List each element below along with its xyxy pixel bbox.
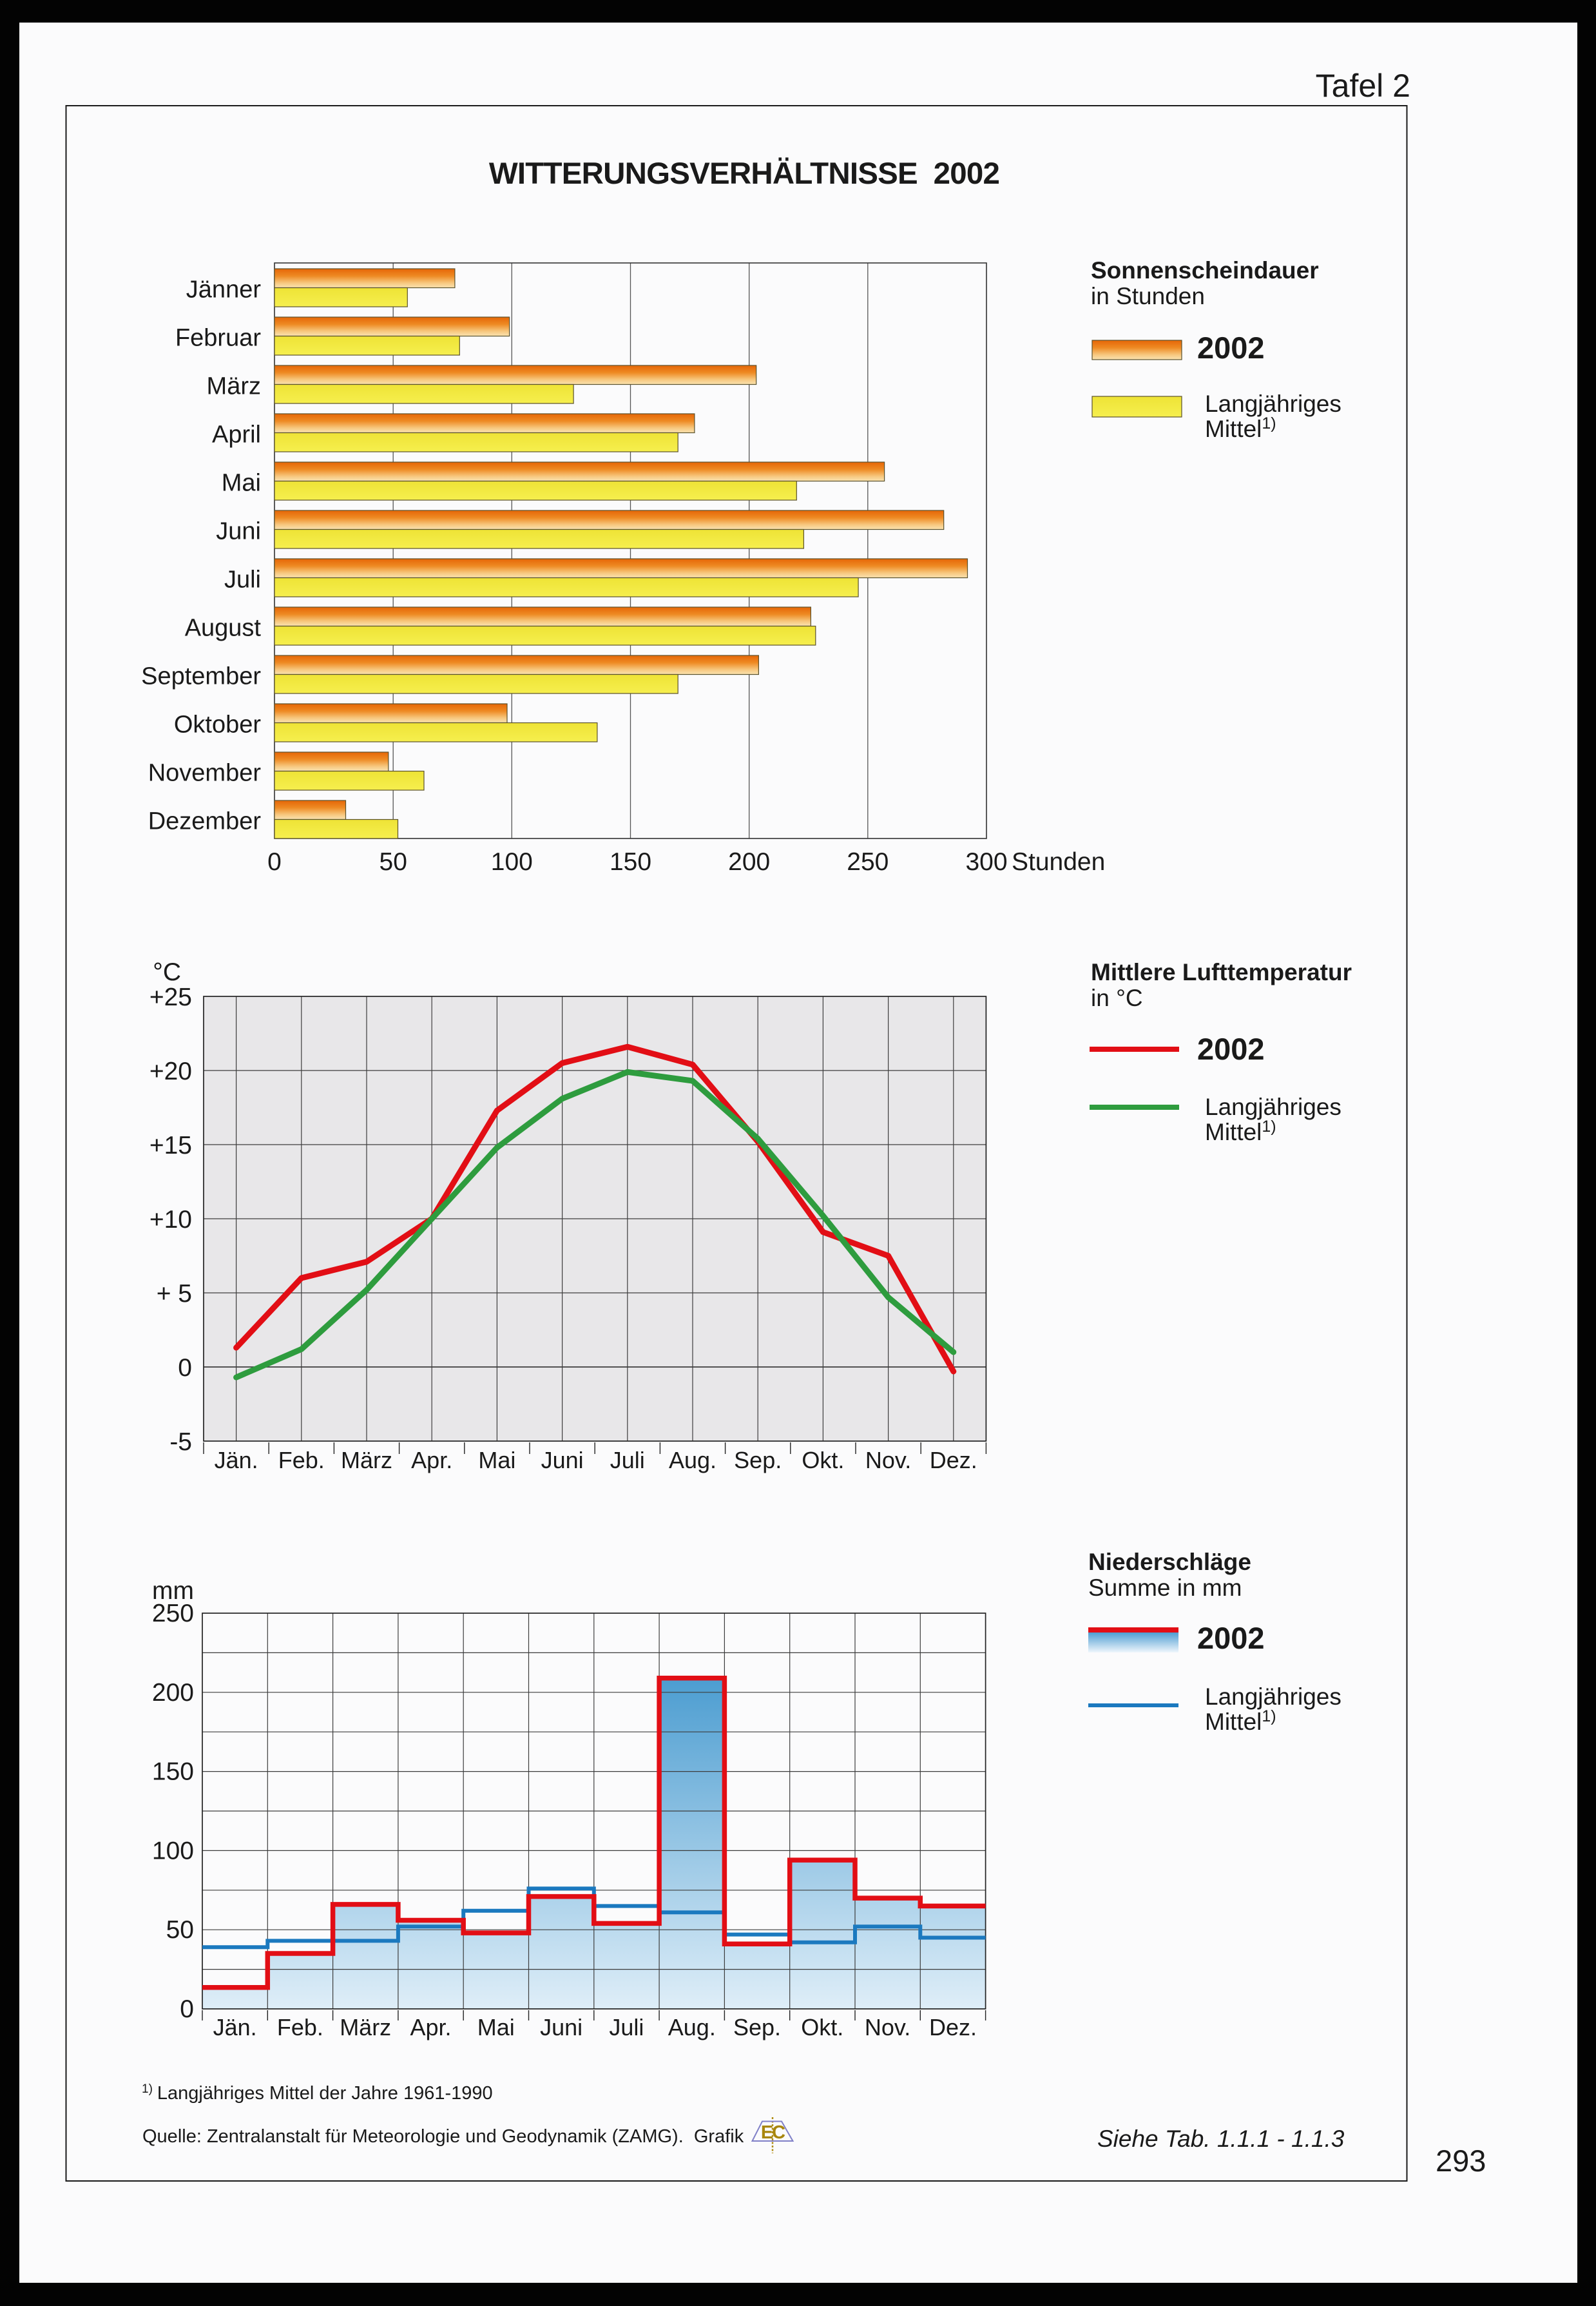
svg-text:100: 100 — [491, 848, 533, 876]
svg-text:200: 200 — [728, 848, 770, 876]
svg-text:0: 0 — [178, 1354, 192, 1382]
svg-text:mm: mm — [152, 1577, 194, 1605]
svg-text:Oktober: Oktober — [174, 712, 262, 739]
svg-text:Jän.: Jän. — [215, 1447, 258, 1473]
svg-text:Juli: Juli — [610, 1447, 645, 1473]
svg-text:250: 250 — [847, 848, 889, 876]
svg-text:2002: 2002 — [1197, 1621, 1265, 1655]
svg-text:Mittlere Lufttemperatur: Mittlere Lufttemperatur — [1091, 959, 1352, 985]
svg-text:Aug.: Aug. — [669, 1447, 716, 1473]
svg-text:Siehe Tab. 1.1.1 - 1.1.3: Siehe Tab. 1.1.1 - 1.1.3 — [1097, 2126, 1345, 2152]
svg-text:März: März — [207, 373, 261, 400]
svg-text:Mai: Mai — [222, 470, 261, 497]
svg-text:EC: EC — [761, 2122, 785, 2143]
svg-text:1)Langjähriges Mittel der Jahr: 1) Langjähriges Mittel der Jahre 1961-199… — [142, 2082, 493, 2104]
svg-text:0: 0 — [180, 1995, 194, 2023]
svg-text:50: 50 — [380, 848, 407, 876]
svg-text:Juli: Juli — [224, 567, 261, 594]
svg-text:März: März — [341, 1447, 392, 1473]
svg-text:Feb.: Feb. — [278, 1447, 325, 1473]
svg-text:+25: +25 — [149, 983, 192, 1011]
svg-text:November: November — [148, 760, 262, 787]
svg-text:Sonnenscheindauer: Sonnenscheindauer — [1091, 257, 1319, 284]
svg-text:50: 50 — [166, 1916, 194, 1944]
svg-text:Dez.: Dez. — [930, 1447, 977, 1473]
svg-text:Okt.: Okt. — [801, 2014, 843, 2040]
svg-text:+20: +20 — [149, 1058, 192, 1085]
svg-text:+10: +10 — [149, 1206, 192, 1234]
svg-text:Jän.: Jän. — [213, 2014, 257, 2040]
svg-text:WITTERUNGSVERHÄLTNISSE 2002: WITTERUNGSVERHÄLTNISSE 2002 — [489, 157, 999, 191]
svg-text:250: 250 — [152, 1600, 194, 1627]
svg-text:+ 5: + 5 — [157, 1280, 192, 1308]
svg-text:Apr.: Apr. — [411, 1447, 452, 1473]
svg-text:100: 100 — [152, 1837, 194, 1865]
svg-text:Feb.: Feb. — [277, 2014, 323, 2040]
svg-text:Juni: Juni — [540, 2014, 582, 2040]
svg-text:in Stunden: in Stunden — [1091, 283, 1205, 309]
svg-text:März: März — [340, 2014, 391, 2040]
svg-text:September: September — [141, 663, 261, 690]
svg-text:Dezember: Dezember — [148, 808, 262, 835]
svg-text:Dez.: Dez. — [929, 2014, 977, 2040]
svg-text:0: 0 — [267, 848, 282, 876]
svg-text:Okt.: Okt. — [802, 1447, 844, 1473]
svg-text:Mai: Mai — [477, 2014, 515, 2040]
svg-text:2002: 2002 — [1197, 1032, 1265, 1066]
svg-text:Stunden: Stunden — [1012, 848, 1105, 876]
svg-text:-5: -5 — [169, 1428, 192, 1456]
svg-text:Niederschläge: Niederschläge — [1088, 1549, 1251, 1575]
svg-text:Februar: Februar — [175, 325, 261, 352]
svg-text:300: 300 — [965, 848, 1007, 876]
svg-text:Sep.: Sep. — [733, 2014, 781, 2040]
svg-text:Langjähriges: Langjähriges — [1205, 391, 1341, 417]
svg-text:Juni: Juni — [216, 518, 261, 545]
svg-text:+15: +15 — [149, 1132, 192, 1159]
svg-text:Nov.: Nov. — [865, 1447, 911, 1473]
svg-text:August: August — [185, 615, 262, 642]
svg-text:Juni: Juni — [541, 1447, 584, 1473]
svg-text:°C: °C — [153, 958, 181, 986]
svg-text:Langjähriges: Langjähriges — [1205, 1683, 1341, 1710]
svg-text:Apr.: Apr. — [410, 2014, 451, 2040]
svg-text:Mai: Mai — [478, 1447, 515, 1473]
svg-text:2002: 2002 — [1197, 331, 1265, 365]
svg-text:April: April — [212, 421, 261, 449]
svg-text:293: 293 — [1436, 2144, 1486, 2178]
svg-text:Tafel 2: Tafel 2 — [1316, 68, 1410, 104]
svg-text:Juli: Juli — [609, 2014, 644, 2040]
svg-text:Jänner: Jänner — [186, 276, 262, 304]
svg-text:in °C: in °C — [1091, 985, 1143, 1011]
svg-text:150: 150 — [152, 1758, 194, 1786]
svg-text:Nov.: Nov. — [865, 2014, 910, 2040]
svg-text:150: 150 — [610, 848, 651, 876]
svg-text:Summe in mm: Summe in mm — [1088, 1574, 1242, 1601]
svg-text:200: 200 — [152, 1679, 194, 1707]
svg-text:Sep.: Sep. — [734, 1447, 782, 1473]
svg-text:Quelle: Zentralanstalt für Met: Quelle: Zentralanstalt für Meteorologie … — [142, 2126, 744, 2147]
svg-text:Langjähriges: Langjähriges — [1205, 1094, 1341, 1120]
svg-text:Aug.: Aug. — [668, 2014, 716, 2040]
